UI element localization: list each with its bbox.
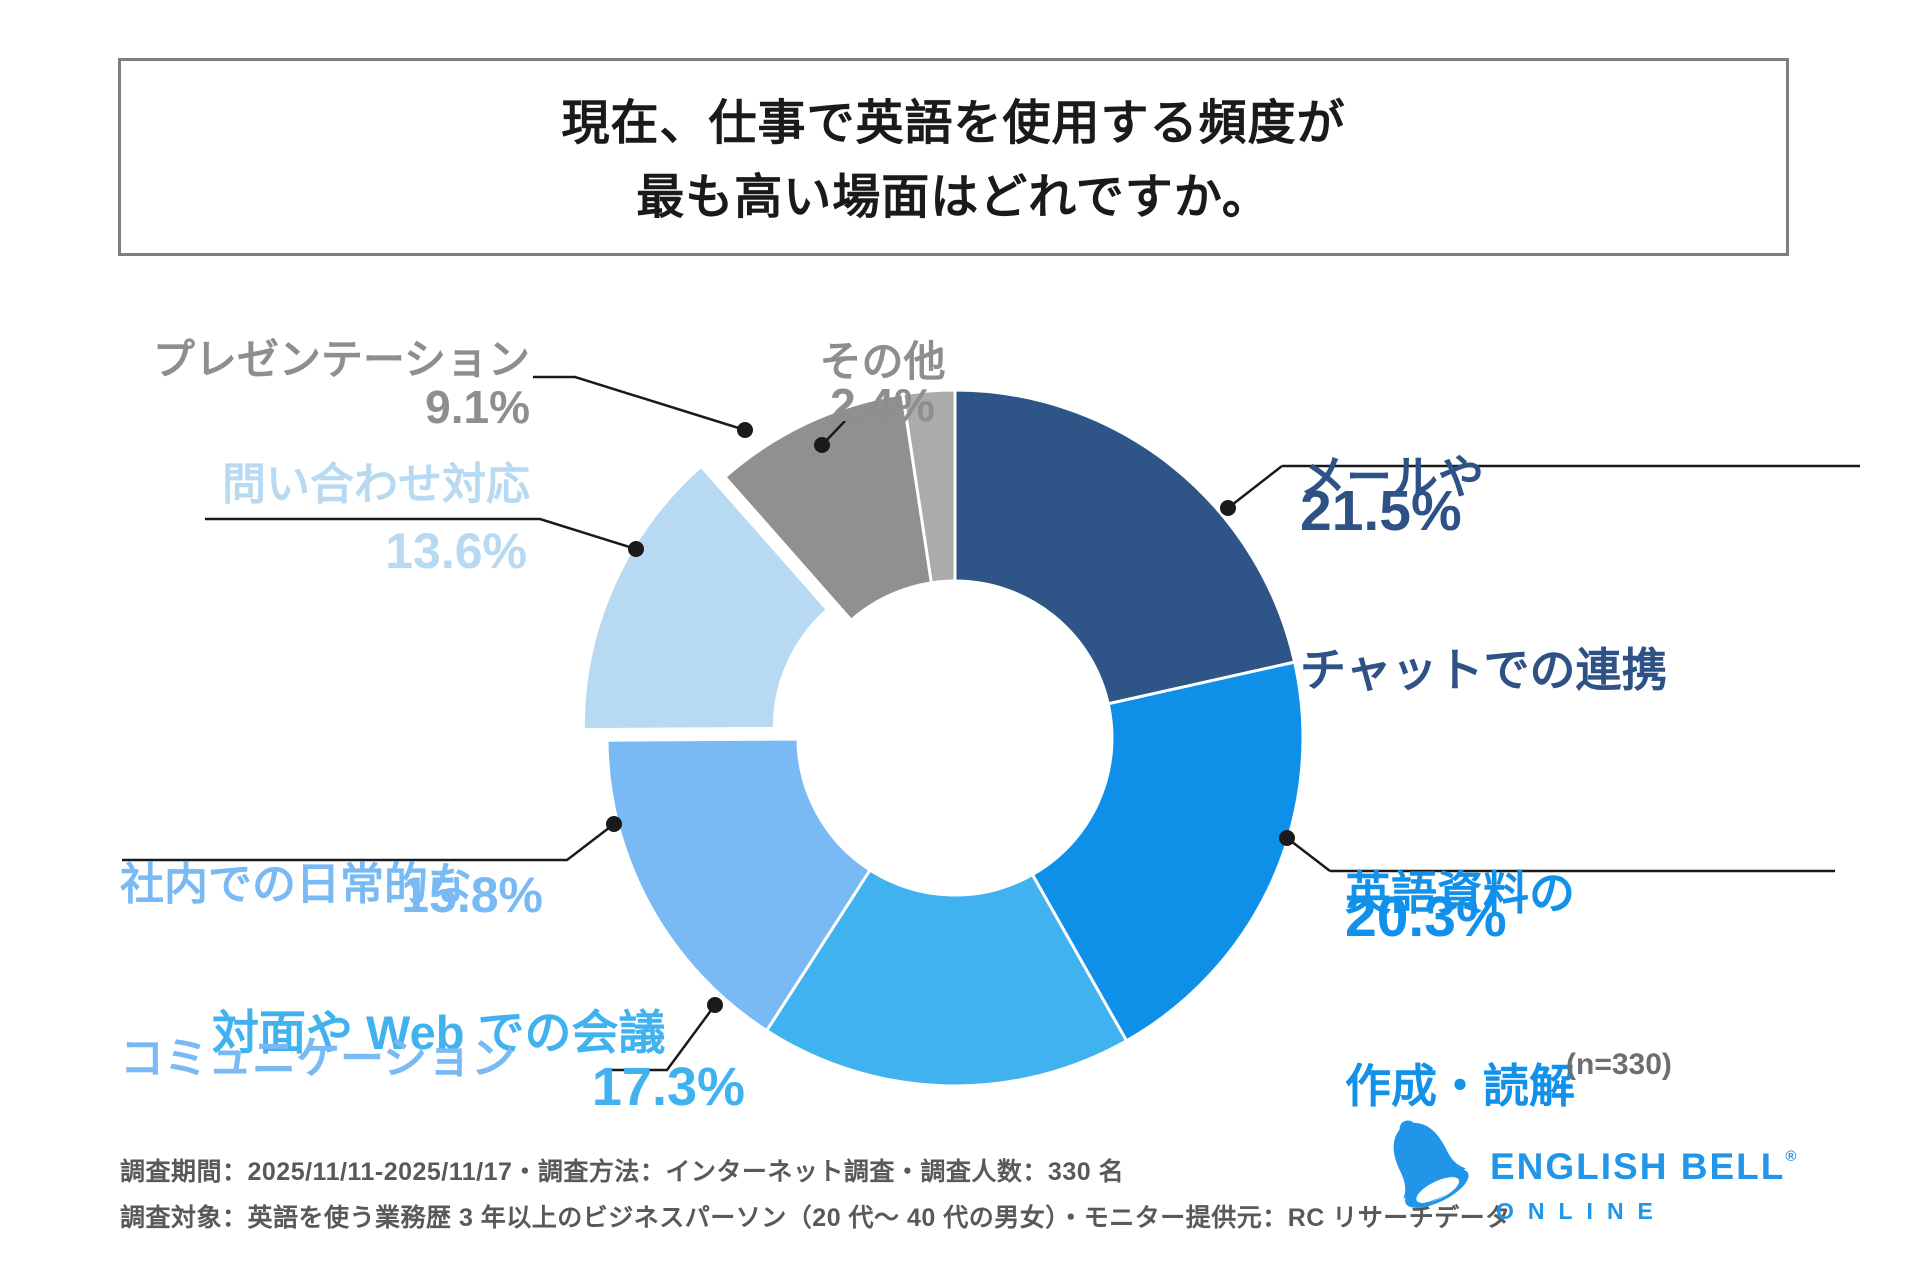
leader-dot-internal [606,816,622,832]
segment-label-mail-line1: メールや [1300,450,1484,503]
leader-dots [606,422,1295,1013]
leader-line-inquiry [205,517,637,551]
segment-label-presentation: プレゼンテーション [152,336,530,383]
donut-slice-other [900,388,957,585]
segment-value-inquiry: 13.6% [385,523,527,579]
sample-size-note: (n=330) [1566,1048,1672,1081]
bell-logo-icon [1393,1120,1469,1208]
segment-label-inquiry: 問い合わせ対応 [222,460,530,509]
leader-dot-docs [1279,830,1295,846]
survey-info-line1: 調査期間：2025/11/11-2025/11/17・調査方法：インターネット調… [120,1158,1125,1186]
segment-label-mail-line2: チャットでの連携 [1300,643,1668,696]
donut-slice-internal [605,737,873,1033]
segment-value-docs: 20.3% [1345,885,1507,949]
segment-label-other: その他 [819,338,946,385]
title-box: 現在、仕事で英語を使用する頻度が 最も高い場面はどれですか。 [118,58,1789,256]
segment-label-internal: 社内での日常的な コミュニケーション [120,740,515,1147]
logo-name: ENGLISH BELL [1490,1146,1786,1187]
segment-value-internal: 15.8% [401,867,543,923]
leader-dot-other [814,437,830,453]
logo-subtitle: ONLINE [1496,1198,1667,1224]
segment-value-mail: 21.5% [1300,479,1462,543]
leader-dot-mail [1220,500,1236,516]
leader-line-mail [1227,464,1860,509]
segment-value-presentation: 9.1% [425,381,530,433]
leader-line-presentation [533,375,746,432]
leader-dot-inquiry [628,541,644,557]
leader-line-meeting [610,1004,717,1072]
segment-value-meeting: 17.3% [591,1057,745,1117]
segment-label-docs-line2: 作成・読解 [1345,1059,1575,1112]
segment-value-other: 2.4% [830,379,935,431]
donut-slice-mail [953,388,1297,706]
segment-label-docs: 英語資料の 作成・読解 [1345,732,1575,1183]
donut-slices [581,388,1305,1088]
segment-label-internal-line2: コミュニケーション [120,1034,516,1084]
leader-line-internal [122,823,615,862]
page-title-line2: 最も高い場面はどれですか。 [636,171,1271,225]
leader-lines [122,375,1860,1072]
survey-info-line2: 調査対象：英語を使う業務歴 3 年以上のビジネスパーソン（20 代〜 40 代の… [120,1204,1511,1232]
segment-label-docs-line1: 英語資料の [1345,866,1575,919]
logo-wordmark: ENGLISH BELL® [1490,1146,1798,1188]
leader-line-docs [1286,837,1835,873]
logo-registered-mark: ® [1785,1148,1799,1165]
segment-label-internal-line1: 社内での日常的な [120,860,472,910]
leader-dot-presentation [737,422,753,438]
donut-slice-inquiry [581,464,830,732]
leader-dot-meeting [707,997,723,1013]
donut-slice-meeting [764,867,1129,1088]
page-title-line1: 現在、仕事で英語を使用する頻度が [561,97,1346,150]
donut-slice-docs [1030,660,1305,1043]
segment-label-meeting: 対面や Web での会議 [212,1006,666,1059]
segment-label-mail: メールや チャットでの連携 [1300,316,1668,767]
